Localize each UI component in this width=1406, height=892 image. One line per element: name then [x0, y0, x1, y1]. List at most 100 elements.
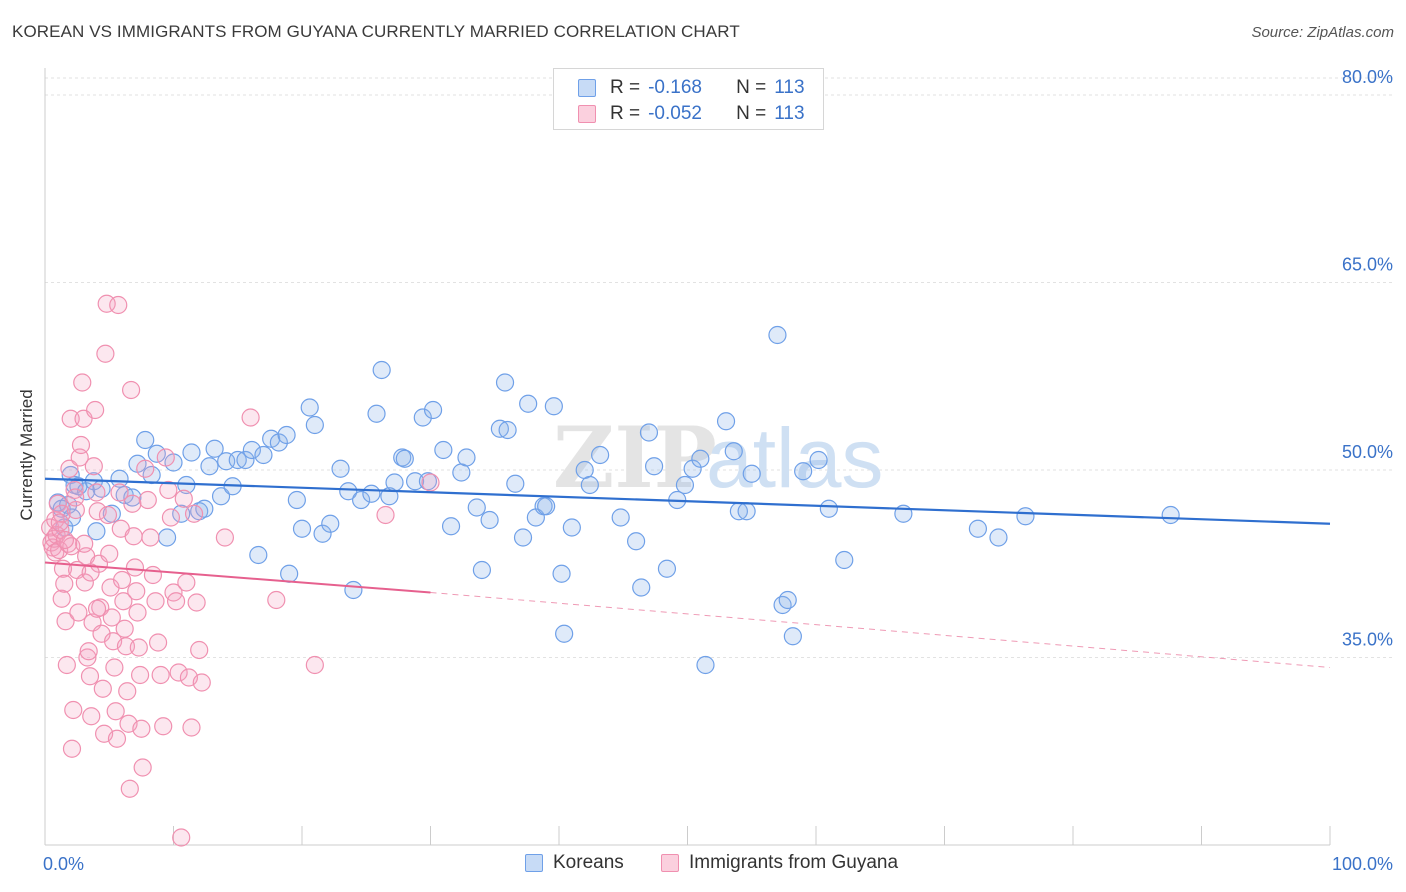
guyana-point [96, 344, 115, 363]
korean-point [172, 504, 191, 523]
data-points [41, 294, 1180, 847]
korean-trend-line [44, 477, 1331, 525]
guyana-point [169, 663, 188, 682]
guyana-point [376, 505, 395, 525]
legend-item-koreans[interactable]: Koreans [525, 852, 624, 874]
guyana-point [182, 718, 201, 737]
korean-point [773, 595, 792, 615]
grid-lines [45, 77, 1392, 658]
korean-point [498, 420, 517, 440]
korean-point [819, 499, 838, 518]
guyana-point [143, 565, 163, 585]
guyana-point [107, 729, 127, 748]
korean-point [591, 445, 610, 465]
guyana-point [177, 573, 196, 592]
x-tick-labels: 0.0% 100.0% [43, 854, 1393, 874]
source-label: Source: ZipAtlas.com [1251, 24, 1394, 41]
korean-point [562, 518, 581, 537]
guyana-point [87, 483, 106, 502]
guyana-point [60, 459, 79, 478]
guyana-point [71, 435, 91, 455]
guyana-point [129, 638, 148, 657]
korean-point [457, 448, 476, 467]
guyana-point [118, 682, 137, 701]
guyana-point [161, 508, 181, 527]
korean-point [413, 408, 432, 427]
guyana-point [421, 473, 440, 492]
korean-point [490, 419, 509, 438]
guyana-point [184, 504, 204, 523]
watermark: ZIP atlas [553, 408, 883, 507]
guyana-point [138, 490, 157, 510]
korean-point [385, 473, 404, 492]
korean-point [305, 415, 324, 435]
korean-point [372, 360, 391, 380]
guyana-point [172, 828, 191, 847]
guyana-point [106, 702, 125, 721]
korean-point [287, 490, 306, 510]
guyana-point [78, 648, 97, 667]
guyana-point [115, 619, 134, 638]
guyana-point [120, 779, 139, 798]
guyana-point [156, 448, 175, 467]
korean-point [716, 412, 736, 431]
guyana-point [114, 592, 133, 611]
korean-point [768, 325, 787, 345]
korean-point [724, 442, 743, 461]
guyana-point [116, 637, 136, 656]
korean-point [367, 404, 386, 423]
korean-point [147, 444, 166, 463]
korean-point [472, 560, 491, 580]
guyana-point [73, 373, 92, 392]
guyana-point [267, 590, 286, 610]
korean-point [639, 423, 659, 442]
legend-r-value: -0.052 [648, 103, 702, 124]
legend-n-label: N = [736, 77, 767, 98]
legend-swatch-koreans [578, 79, 596, 97]
korean-point [657, 559, 677, 578]
korean-point [249, 545, 268, 565]
watermark-zip: ZIP [553, 408, 717, 507]
korean-point [195, 499, 214, 518]
guyana-point [121, 380, 141, 400]
korean-point [675, 475, 695, 495]
y-tick-label: 50.0% [1342, 442, 1393, 462]
guyana-point [56, 612, 75, 631]
trend-lines [44, 477, 1331, 668]
korean-point [611, 508, 630, 527]
korean-point [362, 484, 381, 503]
korean-point [778, 590, 797, 610]
korean-point [157, 528, 177, 547]
guyana-point [48, 494, 67, 513]
legend-item-guyana[interactable]: Immigrants from Guyana [661, 852, 898, 874]
korean-point [300, 398, 319, 417]
guyana-point [151, 665, 170, 685]
korean-point [742, 464, 761, 483]
guyana-point [128, 603, 147, 622]
guyana-point [64, 700, 83, 720]
korean-point [277, 425, 296, 445]
korean-point [182, 443, 201, 462]
korean-point [506, 474, 525, 493]
y-tick-label: 65.0% [1342, 255, 1393, 275]
korean-point [835, 550, 854, 570]
korean-point [200, 457, 219, 476]
guyana-point [187, 593, 206, 612]
korean-point [321, 514, 340, 533]
korean-point [696, 655, 715, 675]
legend-row-koreans: R = -0.168 N = 113 [578, 77, 805, 99]
guyana-point [241, 408, 260, 427]
guyana-point [133, 758, 152, 777]
korean-point [190, 502, 209, 521]
guyana-point [81, 563, 100, 582]
korean-point [331, 459, 350, 478]
guyana-point [123, 494, 142, 513]
korean-point [236, 450, 255, 470]
korean-point [626, 532, 646, 551]
korean-point [552, 564, 571, 583]
guyana-point [305, 655, 324, 675]
guyana-point [132, 719, 151, 738]
guyana-point [127, 582, 146, 601]
guyana-point [80, 667, 100, 686]
